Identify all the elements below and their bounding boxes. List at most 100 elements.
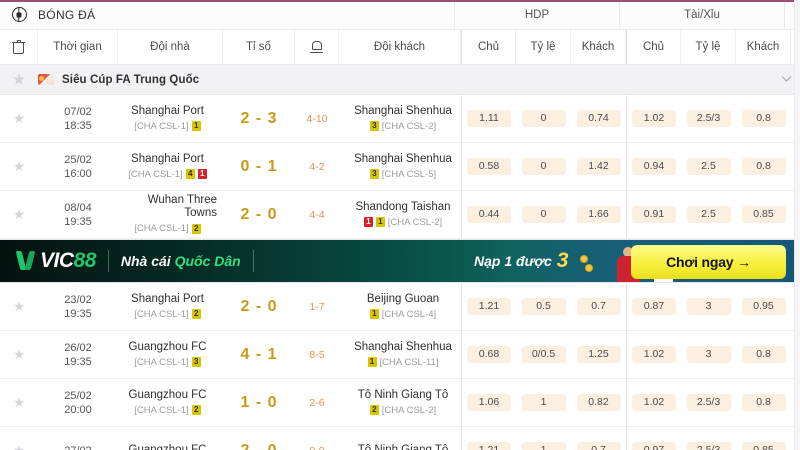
banner-cta-button[interactable]: Chơi ngay → bbox=[631, 245, 786, 279]
match-row[interactable]: 07/02 18:35 Shanghai Port [CHA CSL-1] 1 2 - 3… bbox=[0, 95, 800, 143]
odd-hdp-away[interactable]: 0.74 bbox=[571, 95, 626, 142]
column-hdp-line[interactable]: Tỷ lệ bbox=[516, 30, 571, 64]
away-team-code: [CHA CSL-11] bbox=[379, 356, 439, 368]
favorite-button[interactable] bbox=[0, 427, 38, 450]
odd-ou-line[interactable]: 2.5 bbox=[681, 191, 736, 238]
away-team-cell[interactable]: Tô Ninh Giang Tô 2 [CHA CSL-2] bbox=[339, 379, 461, 426]
away-team-meta: 2 [CHA CSL-2] bbox=[369, 404, 436, 417]
column-ou-home[interactable]: Chủ bbox=[626, 30, 681, 64]
odd-ou-home[interactable]: 1.02 bbox=[626, 331, 681, 378]
odd-ou-away[interactable]: 0.85 bbox=[736, 427, 791, 450]
match-row[interactable]: 27/02 Guangzhou FC 2 - 0 0-0 Tô Ninh Giang T… bbox=[0, 427, 800, 450]
match-row[interactable]: 08/04 19:35 Wuhan Three Towns [CHA CSL-1] 2 2… bbox=[0, 191, 800, 239]
odd-hdp-away[interactable]: 0.7 bbox=[571, 283, 626, 330]
home-team-cell[interactable]: Guangzhou FC [CHA CSL-1] 3 bbox=[118, 331, 223, 378]
odd-ou-home[interactable]: 0.94 bbox=[626, 143, 681, 190]
odd-value: 1.02 bbox=[632, 346, 676, 363]
column-away-team[interactable]: Đội khách bbox=[339, 30, 461, 64]
star-icon bbox=[13, 349, 25, 360]
odd-ou-away[interactable]: 0.95 bbox=[736, 283, 791, 330]
favorite-button[interactable] bbox=[0, 331, 38, 378]
home-team-meta: [CHA CSL-1] 4 1 bbox=[128, 168, 207, 181]
odd-ou-line[interactable]: 2.5/3 bbox=[681, 379, 736, 426]
odd-hdp-home[interactable]: 1.11 bbox=[461, 95, 516, 142]
odd-ou-line[interactable]: 3 bbox=[681, 331, 736, 378]
odd-hdp-home[interactable]: 1.21 bbox=[461, 283, 516, 330]
match-corners: 4-2 bbox=[309, 160, 325, 173]
odd-hdp-home[interactable]: 1.21 bbox=[461, 427, 516, 450]
favorite-button[interactable] bbox=[0, 379, 38, 426]
tagline-plain: Nhà cái bbox=[120, 253, 175, 269]
column-score[interactable]: Tỉ số bbox=[223, 30, 295, 64]
odd-hdp-home[interactable]: 1.06 bbox=[461, 379, 516, 426]
column-home-team[interactable]: Đội nhà bbox=[118, 30, 223, 64]
column-ou-away[interactable]: Khách bbox=[736, 30, 791, 64]
odd-hdp-away[interactable]: 1.25 bbox=[571, 331, 626, 378]
odd-hdp-home[interactable]: 0.44 bbox=[461, 191, 516, 238]
odd-value: 0.74 bbox=[576, 110, 621, 127]
odd-ou-home[interactable]: 0.91 bbox=[626, 191, 681, 238]
favorite-button[interactable] bbox=[0, 143, 38, 190]
column-hdp-away[interactable]: Khách bbox=[571, 30, 626, 64]
odd-hdp-line[interactable]: 1 bbox=[516, 427, 571, 450]
away-team-cell[interactable]: Shandong Taishan 1 1 [CHA CSL-2] bbox=[339, 191, 461, 238]
odd-hdp-line[interactable]: 0/0.5 bbox=[516, 331, 571, 378]
league-favorite-button[interactable] bbox=[0, 73, 38, 86]
home-team-cell[interactable]: Wuhan Three Towns [CHA CSL-1] 2 bbox=[118, 191, 223, 238]
delete-column-button[interactable] bbox=[0, 30, 38, 64]
odd-value: 1.66 bbox=[576, 206, 621, 223]
column-time[interactable]: Thời gian bbox=[38, 30, 118, 64]
odd-hdp-line[interactable]: 1 bbox=[516, 379, 571, 426]
home-team-cell[interactable]: Guangzhou FC [CHA CSL-1] 2 bbox=[118, 379, 223, 426]
match-row[interactable]: 25/02 16:00 Shanghai Port [CHA CSL-1] 4 1 0 - … bbox=[0, 143, 800, 191]
home-team-cell[interactable]: Shanghai Port [CHA CSL-1] 4 1 bbox=[118, 143, 223, 190]
odd-ou-home[interactable]: 1.02 bbox=[626, 379, 681, 426]
odd-ou-home[interactable]: 0.97 bbox=[626, 427, 681, 450]
column-ou-line[interactable]: Tỷ lệ bbox=[681, 30, 736, 64]
away-team-cell[interactable]: Shanghai Shenhua 3 [CHA CSL-5] bbox=[339, 143, 461, 190]
favorite-button[interactable] bbox=[0, 191, 38, 238]
league-header-row[interactable]: Siêu Cúp FA Trung Quốc bbox=[0, 65, 800, 95]
odd-hdp-line[interactable]: 0.5 bbox=[516, 283, 571, 330]
away-team-cell[interactable]: Shanghai Shenhua 1 [CHA CSL-11] bbox=[339, 331, 461, 378]
page-scrollbar[interactable] bbox=[794, 0, 800, 450]
match-row[interactable]: 23/02 19:35 Shanghai Port [CHA CSL-1] 2 2 - 0… bbox=[0, 283, 800, 331]
odd-ou-away[interactable]: 0.8 bbox=[736, 95, 791, 142]
column-handicap-icon[interactable] bbox=[295, 30, 339, 64]
match-score: 4 - 1 bbox=[240, 345, 278, 363]
odd-hdp-away[interactable]: 0.82 bbox=[571, 379, 626, 426]
away-team-cell[interactable]: Beijing Guoan 1 [CHA CSL-4] bbox=[339, 283, 461, 330]
odd-hdp-home[interactable]: 0.68 bbox=[461, 331, 516, 378]
odd-ou-line[interactable]: 3 bbox=[681, 283, 736, 330]
odd-hdp-away[interactable]: 1.42 bbox=[571, 143, 626, 190]
home-team-cell[interactable]: Guangzhou FC bbox=[118, 427, 223, 450]
odd-ou-line[interactable]: 2.5/3 bbox=[681, 427, 736, 450]
odd-hdp-away[interactable]: 1.66 bbox=[571, 191, 626, 238]
odd-hdp-line[interactable]: 0 bbox=[516, 95, 571, 142]
odd-ou-line[interactable]: 2.5/3 bbox=[681, 95, 736, 142]
odd-ou-away[interactable]: 0.8 bbox=[736, 143, 791, 190]
star-icon bbox=[12, 73, 26, 85]
odd-ou-away[interactable]: 0.8 bbox=[736, 379, 791, 426]
favorite-button[interactable] bbox=[0, 95, 38, 142]
odd-hdp-line[interactable]: 0 bbox=[516, 191, 571, 238]
odd-value: 0/0.5 bbox=[521, 346, 566, 363]
odd-hdp-away[interactable]: 0.7 bbox=[571, 427, 626, 450]
favorite-button[interactable] bbox=[0, 283, 38, 330]
odd-ou-away[interactable]: 0.8 bbox=[736, 331, 791, 378]
home-team-cell[interactable]: Shanghai Port [CHA CSL-1] 2 bbox=[118, 283, 223, 330]
away-team-cell[interactable]: Shanghai Shenhua 3 [CHA CSL-2] bbox=[339, 95, 461, 142]
odd-ou-home[interactable]: 0.87 bbox=[626, 283, 681, 330]
promo-banner[interactable]: VIC88 Nhà cái Quốc Dân Nạp 1 được 3 88 bbox=[0, 239, 800, 283]
odd-hdp-line[interactable]: 0 bbox=[516, 143, 571, 190]
odd-hdp-home[interactable]: 0.58 bbox=[461, 143, 516, 190]
odd-ou-home[interactable]: 1.02 bbox=[626, 95, 681, 142]
home-team-cell[interactable]: Shanghai Port [CHA CSL-1] 1 bbox=[118, 95, 223, 142]
match-kickoff: 19:35 bbox=[64, 355, 92, 368]
column-hdp-home[interactable]: Chủ bbox=[461, 30, 516, 64]
away-team-cell[interactable]: Tô Ninh Giang Tô bbox=[339, 427, 461, 450]
odd-ou-line[interactable]: 2.5 bbox=[681, 143, 736, 190]
odd-ou-away[interactable]: 0.85 bbox=[736, 191, 791, 238]
